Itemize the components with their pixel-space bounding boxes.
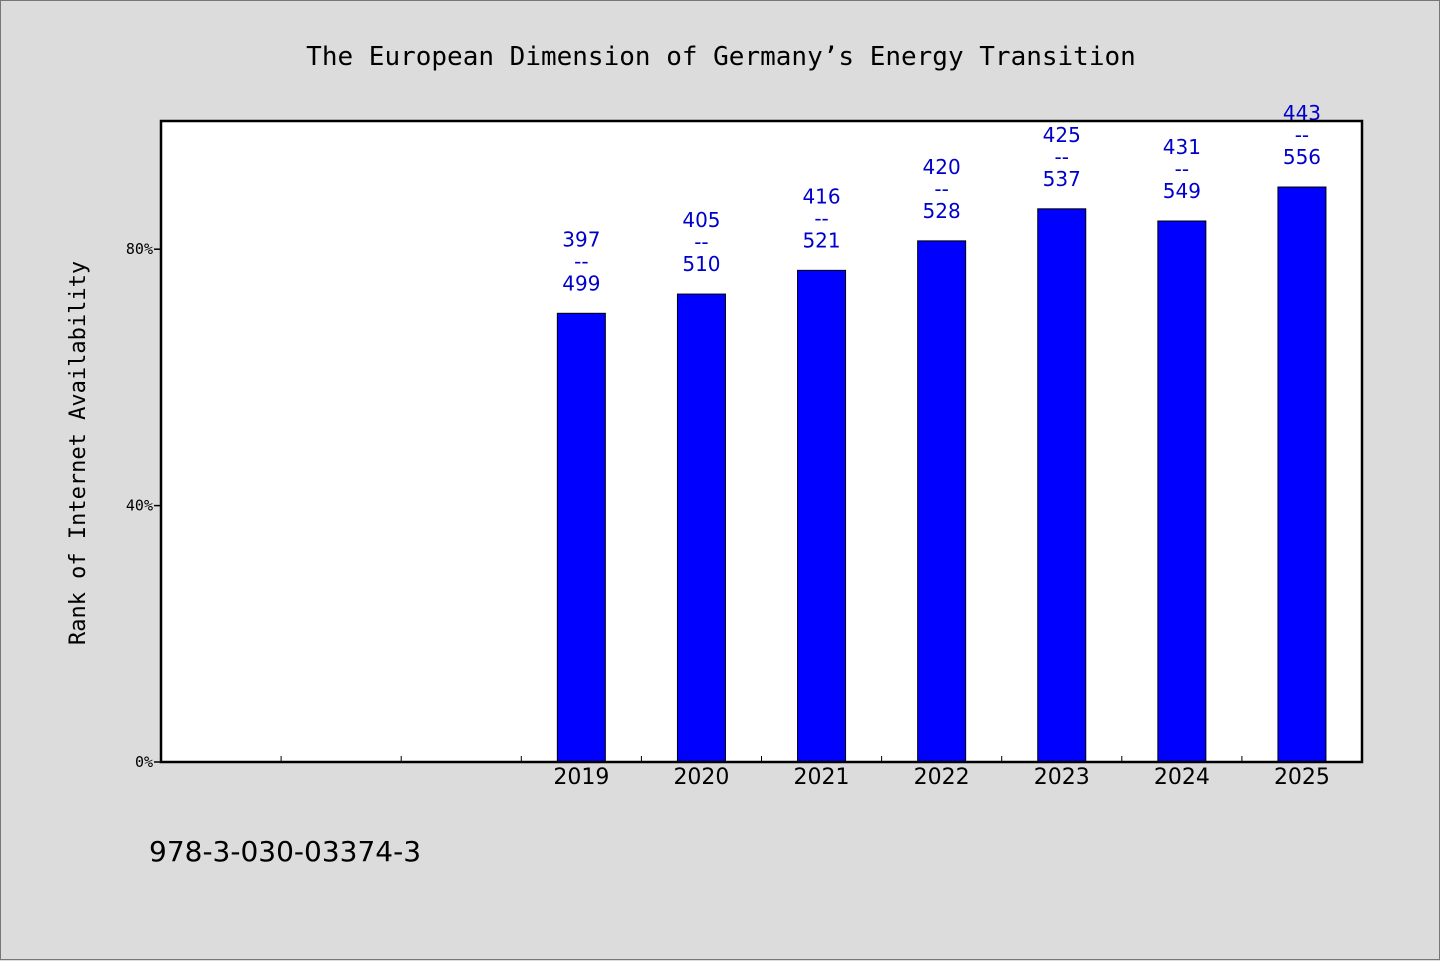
y-tick-label: 0% — [135, 753, 153, 771]
y-tick-label: 40% — [126, 497, 153, 515]
data-label: 499 — [562, 271, 600, 295]
data-label: 521 — [802, 228, 840, 252]
bar — [1277, 186, 1327, 763]
data-label: 537 — [1043, 167, 1081, 191]
data-label: 431 — [1163, 135, 1201, 159]
data-label: 425 — [1043, 123, 1081, 147]
bar — [1037, 208, 1087, 763]
data-label: 405 — [682, 208, 720, 232]
data-label: -- — [1175, 157, 1189, 181]
chart-title: The European Dimension of Germany’s Ener… — [306, 42, 1136, 72]
data-label: 416 — [802, 184, 840, 208]
plot-frame — [159, 119, 1364, 764]
data-label: -- — [934, 177, 948, 201]
data-label: 556 — [1283, 145, 1321, 169]
y-axis-label: Rank of Internet Availability — [66, 261, 91, 645]
y-tick-label: 80% — [126, 240, 153, 258]
data-label: 397 — [562, 227, 600, 251]
x-tick-label: 2021 — [794, 765, 850, 790]
data-label: 420 — [923, 155, 961, 179]
chart-marks: 0%40%80% 397--4992019405--5102020416--521… — [126, 101, 1330, 790]
x-tick-label: 2023 — [1034, 765, 1090, 790]
x-tick-label: 2020 — [673, 765, 729, 790]
isbn-code: 978-3-030-03374-3 — [149, 835, 422, 868]
x-tick-label: 2022 — [914, 765, 970, 790]
x-tick-label: 2025 — [1274, 765, 1330, 790]
data-label: 528 — [923, 199, 961, 223]
bar — [556, 312, 606, 763]
x-tick-label: 2024 — [1154, 765, 1210, 790]
data-label: -- — [574, 249, 588, 273]
bar — [917, 240, 967, 763]
data-label: -- — [694, 230, 708, 254]
data-label: -- — [1055, 145, 1069, 169]
bar — [1157, 220, 1207, 763]
data-label: -- — [814, 206, 828, 230]
data-label: 549 — [1163, 179, 1201, 203]
data-label: 510 — [682, 252, 720, 276]
bar — [797, 269, 847, 763]
bar — [676, 293, 726, 763]
x-tick-label: 2019 — [553, 765, 609, 790]
data-label: -- — [1295, 123, 1309, 147]
